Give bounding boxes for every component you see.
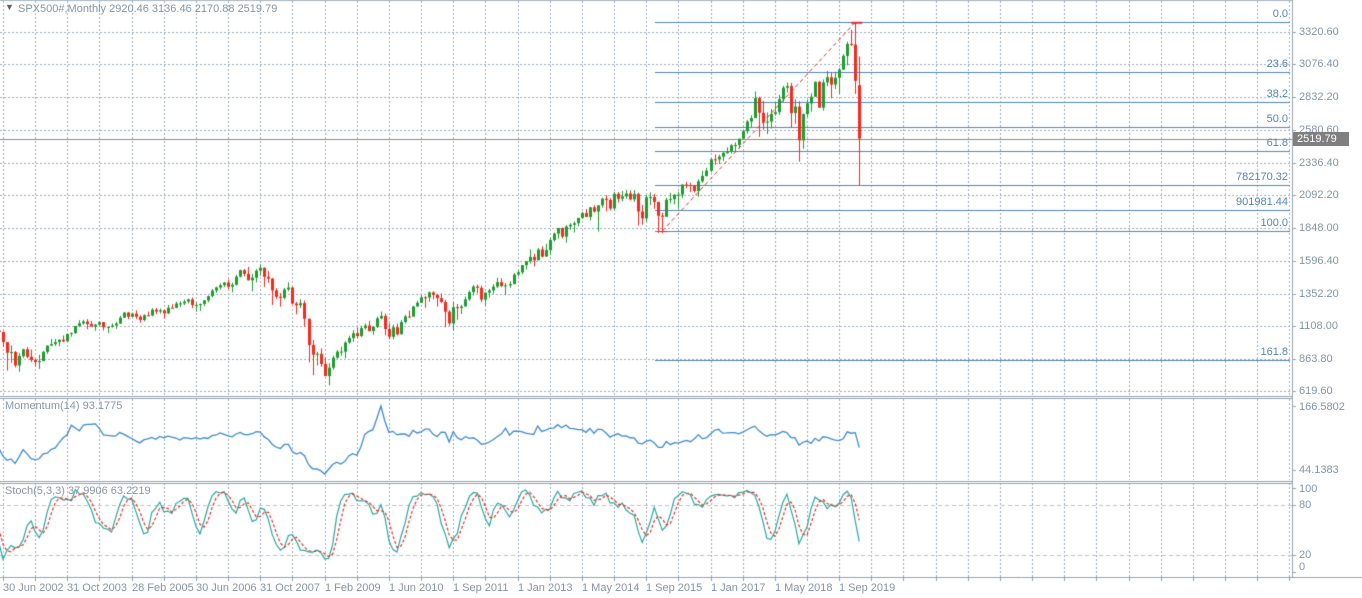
price-axis-label: 2832.20 — [1299, 91, 1339, 103]
price-axis-label: 1596.40 — [1299, 255, 1339, 267]
current-price-tag: 2519.79 — [1293, 132, 1349, 146]
momentum-scale-max: 166.5802 — [1299, 401, 1345, 413]
time-axis-label: 1 Sep 2011 — [453, 582, 509, 594]
chart-title: SPX500#,Monthly 2920.46 3136.46 2170.88 … — [18, 3, 278, 15]
stochastic-indicator-label: Stoch(5,3,3) 37.9906 63.2219 — [5, 485, 151, 497]
price-axis-label: 3320.60 — [1299, 26, 1339, 38]
fib-level-label: 100.0 — [1260, 217, 1288, 229]
symbol-dropdown-icon[interactable]: ▼ — [5, 2, 14, 12]
time-axis-label: 1 Jun 2010 — [389, 582, 444, 594]
fib-level-label: 38.2 — [1266, 88, 1288, 100]
price-axis-label: 1848.00 — [1299, 222, 1339, 234]
price-axis-label: 863.80 — [1299, 353, 1333, 365]
fib-level-label: 782170.32 — [1236, 171, 1288, 183]
time-axis-label: 1 Sep 2019 — [839, 582, 896, 594]
time-axis-label: 1 May 2014 — [582, 582, 640, 594]
price-axis-label: 2092.20 — [1299, 189, 1339, 201]
time-axis-label: 1 May 2018 — [775, 582, 833, 594]
fib-level-label: 50.0 — [1266, 113, 1288, 125]
time-axis-label: 30 Jun 2002 — [3, 582, 64, 594]
fib-level-label: 161.8 — [1260, 346, 1288, 358]
fib-level-label: 61.8 — [1266, 137, 1288, 149]
stoch-scale-label: 0 — [1299, 561, 1306, 573]
momentum-scale-min: 44.1383 — [1299, 464, 1339, 476]
price-axis-label: 2336.40 — [1299, 157, 1339, 169]
stoch-scale-label: 20 — [1299, 549, 1312, 561]
momentum-indicator-label: Momentum(14) 93.1775 — [5, 400, 123, 412]
fib-level-label: 901981.44 — [1236, 196, 1288, 208]
fib-level-label: 0.0 — [1272, 8, 1288, 20]
time-axis-label: 1 Sep 2015 — [646, 582, 703, 594]
time-axis-label: 1 Jan 2017 — [711, 582, 766, 594]
price-axis-label: 1108.00 — [1299, 320, 1338, 332]
time-axis-label: 31 Oct 2003 — [67, 582, 127, 594]
time-axis-label: 1 Jan 2013 — [518, 582, 573, 594]
time-axis-label: 31 Oct 2007 — [260, 582, 320, 594]
time-axis-label: 30 Jun 2006 — [196, 582, 257, 594]
stoch-scale-label: 100 — [1299, 483, 1318, 495]
price-axis-label: 3076.40 — [1299, 58, 1339, 70]
price-axis-label: 1352.20 — [1299, 288, 1339, 300]
price-axis-label: 619.60 — [1299, 385, 1333, 397]
time-axis-label: 1 Feb 2009 — [325, 582, 381, 594]
stoch-scale-label: 80 — [1299, 499, 1312, 511]
fib-level-label: 23.6 — [1266, 58, 1288, 70]
time-axis-label: 28 Feb 2005 — [132, 582, 194, 594]
